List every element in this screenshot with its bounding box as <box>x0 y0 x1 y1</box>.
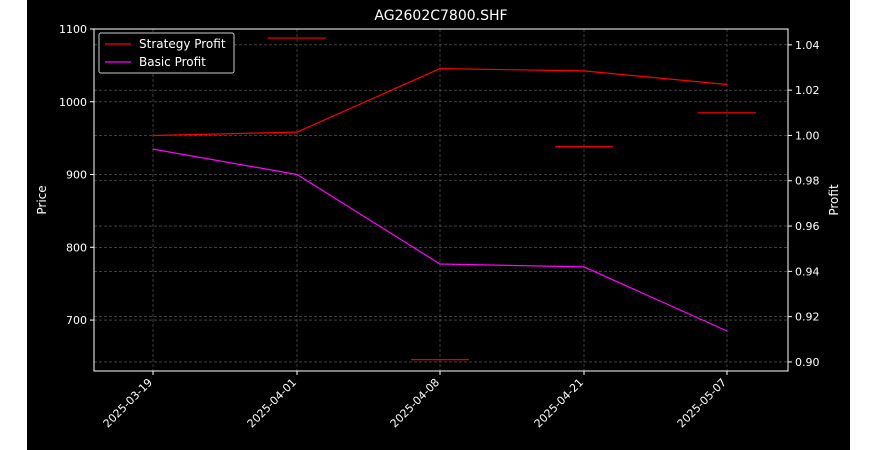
y-tick-label-right: 0.96 <box>795 220 820 233</box>
series-point-strategy <box>726 83 728 86</box>
plot-frame <box>93 28 789 372</box>
series-point-basic <box>726 330 728 332</box>
series-point-strategy <box>152 134 154 137</box>
y-tick-label-right: 0.98 <box>795 175 820 188</box>
y-tick-label-right: 1.04 <box>795 39 820 52</box>
y-axis-right-label: Profit <box>827 184 841 216</box>
series-point-strategy <box>439 68 441 70</box>
y-tick-label-right: 1.00 <box>795 129 820 142</box>
y-tick-label-left: 700 <box>66 314 87 327</box>
series-point-basic <box>439 263 441 265</box>
y-tick-label-left: 1000 <box>59 96 87 109</box>
y-tick-label-right: 0.90 <box>795 356 820 369</box>
legend-label-basic: Basic Profit <box>139 55 206 69</box>
series-point-strategy <box>583 70 585 72</box>
y-tick-label-left: 900 <box>66 169 87 182</box>
legend-label-strategy: Strategy Profit <box>139 37 226 51</box>
legend: Strategy Profit Basic Profit <box>98 32 235 74</box>
series-point-basic <box>583 266 585 268</box>
y-tick-label-right: 1.02 <box>795 84 820 97</box>
series-point-basic <box>152 148 154 150</box>
y-axis-left-label: Price <box>35 185 49 214</box>
series-point-basic <box>296 173 298 176</box>
y-tick-label-left: 800 <box>66 241 87 254</box>
chart-title: AG2602C7800.SHF <box>374 8 507 24</box>
y-tick-label-right: 0.92 <box>795 311 820 324</box>
y-tick-label-left: 1100 <box>59 23 87 36</box>
series-point-strategy <box>296 131 298 133</box>
legend-box <box>98 32 235 74</box>
figure-background <box>27 0 850 450</box>
y-tick-label-right: 0.94 <box>795 265 820 278</box>
